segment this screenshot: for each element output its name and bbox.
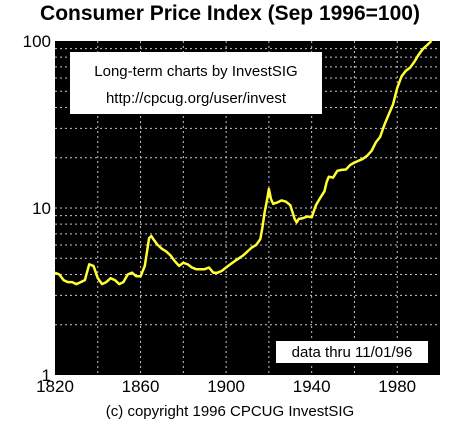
info-box-line-2: http://cpcug.org/user/invest [106,90,287,107]
info-box-line-1: Long-term charts by InvestSIG [94,63,297,80]
y-tick-label: 100 [23,32,51,51]
y-tick-label: 1 [42,366,51,385]
info-box [70,52,322,114]
x-tick-label: 1980 [378,377,416,396]
y-axis-ticks: 1 10 100 [23,32,51,385]
chart-title: Consumer Price Index (Sep 1996=100) [40,2,420,25]
data-note-text: data thru 11/01/96 [292,344,413,361]
series-line-cpi [54,40,433,286]
y-tick-label: 10 [32,199,51,218]
data-note-box [276,341,428,363]
x-tick-label: 1860 [122,377,160,396]
x-tick-label: 1940 [293,377,331,396]
x-axis-ticks: 1820 1860 1900 1940 1980 [36,377,416,396]
x-tick-label: 1820 [36,377,74,396]
copyright-footer: (c) copyright 1996 CPCUG InvestSIG [105,403,355,420]
annotation-layer: Long-term charts by InvestSIG http://cpc… [70,52,428,363]
x-tick-label: 1900 [207,377,245,396]
